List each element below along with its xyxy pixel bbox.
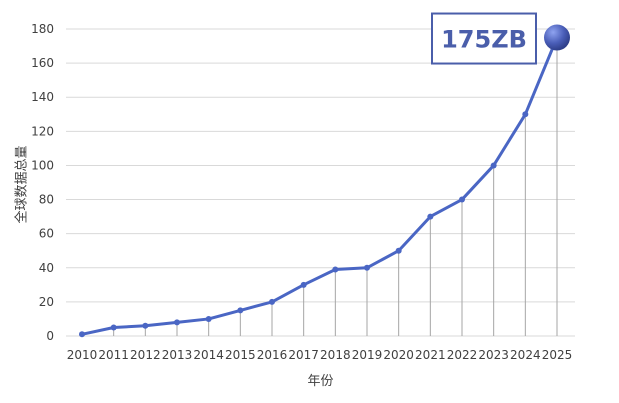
- data-point-2011: [110, 324, 117, 331]
- x-tick-label-2014: 2014: [193, 348, 224, 362]
- annotation-label: 175ZB: [441, 26, 527, 54]
- x-tick-label-2015: 2015: [225, 348, 256, 362]
- y-tick-label-40: 40: [39, 261, 54, 275]
- y-tick-label-180: 180: [31, 22, 54, 36]
- x-tick-label-2018: 2018: [320, 348, 351, 362]
- y-tick-label-80: 80: [39, 193, 54, 207]
- x-tick-label-2019: 2019: [352, 348, 383, 362]
- y-tick-label-100: 100: [31, 158, 54, 172]
- data-point-2022: [459, 196, 465, 203]
- data-point-2015: [237, 307, 244, 314]
- x-tick-label-2025: 2025: [542, 348, 573, 362]
- y-tick-label-60: 60: [39, 227, 54, 241]
- x-axis-ticks: 2010 2011 2012 2013 2014 2015 2016 2017 2018 2019…: [67, 348, 573, 362]
- data-point-2023: [490, 162, 497, 169]
- x-tick-label-2010: 2010: [67, 348, 98, 362]
- x-tick-label-2012: 2012: [130, 348, 161, 362]
- data-point-2024: [522, 111, 529, 118]
- gridlines: [66, 28, 575, 337]
- y-axis-ticks: 0 20 40 60 80 100 120 140 160 180: [31, 22, 54, 343]
- drop-lines: [81, 37, 558, 336]
- data-point-2019: [364, 264, 370, 271]
- y-tick-label-20: 20: [39, 295, 54, 309]
- series-line: [80, 36, 559, 336]
- x-tick-label-2011: 2011: [98, 348, 129, 362]
- annotation: 175ZB: [431, 12, 537, 65]
- x-tick-label-2016: 2016: [257, 348, 288, 362]
- y-tick-label-120: 120: [31, 124, 54, 138]
- data-point-2016: [269, 298, 275, 305]
- data-point-2012: [142, 322, 149, 329]
- data-point-2017: [300, 281, 307, 288]
- y-axis-title: 全球数据总量: [14, 145, 30, 223]
- x-tick-label-2020: 2020: [383, 348, 414, 362]
- y-tick-label-160: 160: [31, 56, 54, 70]
- data-point-2013: [174, 319, 180, 326]
- x-tick-label-2017: 2017: [288, 348, 319, 362]
- data-point-2025: [544, 24, 570, 51]
- y-tick-label-0: 0: [46, 329, 54, 343]
- x-tick-label-2023: 2023: [478, 348, 509, 362]
- data-point-2018: [332, 266, 339, 273]
- x-axis-title: 年份: [307, 374, 333, 389]
- data-point-2010: [79, 331, 85, 338]
- x-tick-label-2022: 2022: [447, 348, 478, 362]
- y-tick-label-140: 140: [31, 90, 54, 104]
- data-series: [79, 24, 570, 338]
- x-tick-label-2024: 2024: [510, 348, 541, 362]
- x-tick-label-2013: 2013: [162, 348, 193, 362]
- x-tick-label-2021: 2021: [415, 348, 446, 362]
- annotation-box: [431, 12, 537, 65]
- data-point-2020: [395, 247, 402, 254]
- data-point-2014: [205, 315, 212, 322]
- data-point-2021: [427, 213, 434, 220]
